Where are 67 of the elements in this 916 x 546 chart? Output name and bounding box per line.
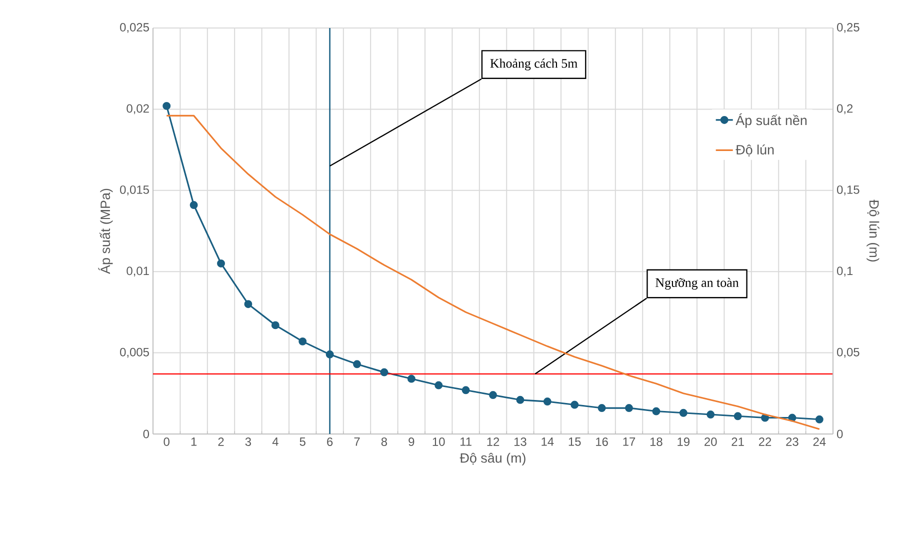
legend-label: Độ lún xyxy=(736,144,774,156)
point xyxy=(434,381,443,390)
point xyxy=(244,300,252,308)
x-tick-label: 16 xyxy=(596,438,608,446)
x-tick-label: 15 xyxy=(568,438,581,446)
y-tick-label: 0,01 xyxy=(126,266,149,277)
x-tick-label: 9 xyxy=(408,438,414,446)
point xyxy=(462,386,470,394)
point xyxy=(652,407,660,416)
x-tick-label: 18 xyxy=(650,438,662,446)
x-tick-label: 22 xyxy=(758,438,772,446)
y2-axis-title: Độ lún (m) xyxy=(866,200,880,262)
y-tick-label: 0,015 xyxy=(120,185,149,196)
x-tick-label: 17 xyxy=(623,438,636,446)
x-tick-label: 19 xyxy=(678,438,690,446)
x-tick-label: 10 xyxy=(432,438,445,446)
x-tick-label: 3 xyxy=(245,438,252,446)
y2-tick-label: 0,2 xyxy=(837,104,853,114)
y-tick-label: 0,02 xyxy=(126,104,149,114)
point xyxy=(516,396,524,404)
x-tick-label: 11 xyxy=(460,438,472,446)
point xyxy=(625,404,633,412)
x-tick-label: 1 xyxy=(191,438,197,446)
y-tick-label: 0 xyxy=(143,430,150,438)
point xyxy=(734,412,742,420)
x-tick-label: 21 xyxy=(732,438,744,446)
y2-tick-label: 0,25 xyxy=(837,23,860,33)
point xyxy=(706,410,715,418)
legend-label: Áp suất nền xyxy=(736,113,807,128)
y2-tick-label: 0,05 xyxy=(837,348,860,358)
point xyxy=(543,398,552,406)
x-tick-label: 23 xyxy=(786,438,798,446)
x-tick-label: 7 xyxy=(354,438,360,446)
point xyxy=(380,368,388,376)
point xyxy=(489,391,497,400)
x-tick-label: 12 xyxy=(487,438,500,446)
y2-tick-label: 0,1 xyxy=(837,266,853,277)
point xyxy=(407,374,416,383)
point xyxy=(679,408,688,417)
point xyxy=(190,201,198,210)
x-tick-label: 0 xyxy=(164,438,170,446)
x-axis-title: Độ sâu (m) xyxy=(460,452,526,466)
x-tick-label: 20 xyxy=(704,438,717,446)
x-tick-label: 6 xyxy=(327,438,333,446)
point xyxy=(298,337,307,346)
y-tick-label: 0,025 xyxy=(120,23,149,33)
y-axis-title: Áp suất (MPa) xyxy=(98,188,113,274)
x-tick-label: 5 xyxy=(300,438,306,446)
x-tick-label: 24 xyxy=(813,438,826,446)
point xyxy=(162,102,171,110)
x-tick-label: 14 xyxy=(542,438,554,446)
point xyxy=(326,350,334,358)
x-tick-label: 4 xyxy=(272,438,278,446)
point xyxy=(217,259,225,268)
point xyxy=(271,321,280,330)
point xyxy=(815,415,824,424)
y2-tick-label: 0 xyxy=(837,430,843,438)
x-tick-label: 13 xyxy=(514,438,526,446)
point xyxy=(353,360,361,368)
y2-tick-label: 0,15 xyxy=(837,185,860,196)
ref-line-label: Ngưỡng an toàn xyxy=(656,278,739,290)
x-tick-label: 8 xyxy=(381,438,388,446)
y-tick-label: 0,005 xyxy=(120,348,149,358)
ref-line-label: Khoảng cách 5m xyxy=(490,58,578,70)
x-tick-label: 2 xyxy=(218,438,224,446)
point xyxy=(570,400,579,409)
point xyxy=(598,404,606,412)
